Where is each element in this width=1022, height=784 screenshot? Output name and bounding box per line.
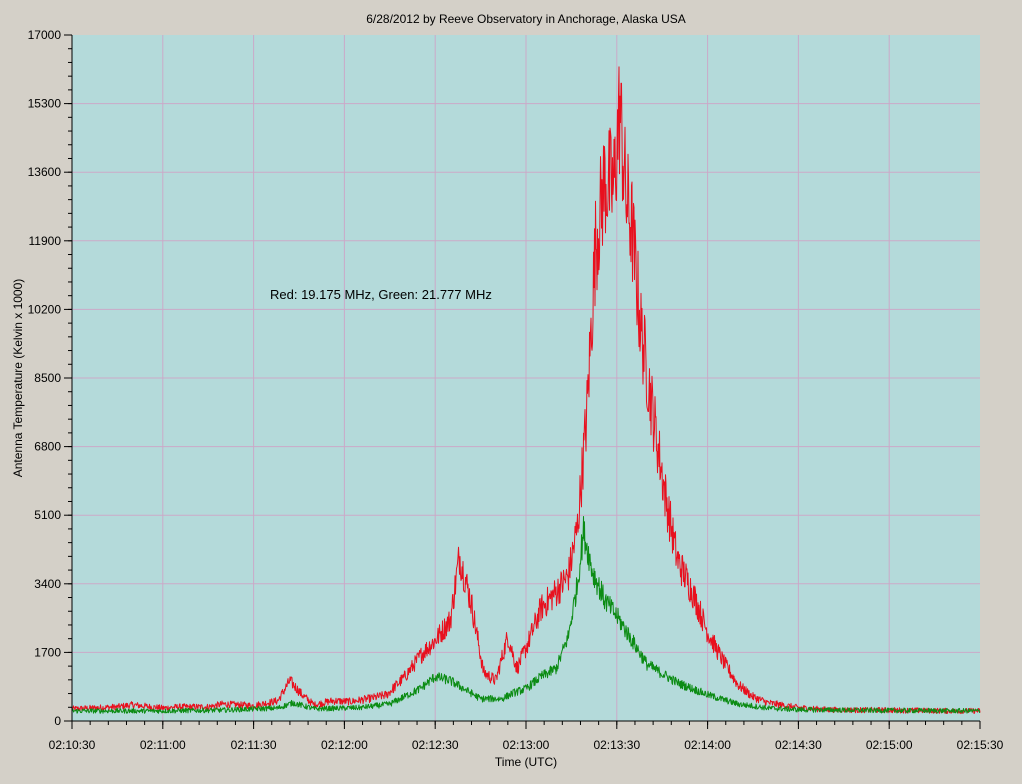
frequency-annotation: Red: 19.175 MHz, Green: 21.777 MHz — [270, 287, 492, 302]
y-tick-label: 10200 — [28, 302, 62, 316]
y-tick-label: 3400 — [34, 577, 61, 591]
x-tick-label: 02:14:00 — [684, 738, 731, 752]
x-tick-label: 02:12:00 — [321, 738, 368, 752]
x-axis-label: Time (UTC) — [495, 755, 557, 769]
series-line-red — [71, 66, 981, 715]
series-layer — [71, 66, 981, 715]
y-tick-label: 8500 — [34, 371, 61, 385]
y-tick-label: 17000 — [28, 28, 62, 42]
x-tick-label: 02:13:30 — [593, 738, 640, 752]
axes — [68, 35, 980, 725]
y-tick-label: 1700 — [34, 645, 61, 659]
x-tick-label: 02:12:30 — [412, 738, 459, 752]
ticks: 02:10:30 02:11:00 02:11:30 02:12:00 02:12:30… — [28, 28, 1004, 752]
x-tick-label: 02:13:00 — [503, 738, 550, 752]
y-tick-label: 6800 — [34, 440, 61, 454]
y-tick-label: 0 — [54, 714, 61, 728]
series-line-green — [71, 516, 981, 714]
x-tick-label: 02:15:30 — [957, 738, 1004, 752]
x-tick-label: 02:11:30 — [231, 738, 277, 752]
x-tick-label: 02:15:00 — [866, 738, 913, 752]
y-tick-label: 5100 — [34, 508, 61, 522]
y-tick-label: 13600 — [28, 165, 62, 179]
y-tick-label: 11900 — [29, 234, 62, 248]
x-tick-label: 02:14:30 — [775, 738, 822, 752]
chart-title: 6/28/2012 by Reeve Observatory in Anchor… — [366, 12, 686, 26]
x-tick-label: 02:11:00 — [140, 738, 186, 752]
y-tick-label: 15300 — [28, 97, 62, 111]
y-axis-label: Antenna Temperature (Kelvin x 1000) — [11, 279, 25, 478]
x-tick-label: 02:10:30 — [49, 738, 96, 752]
